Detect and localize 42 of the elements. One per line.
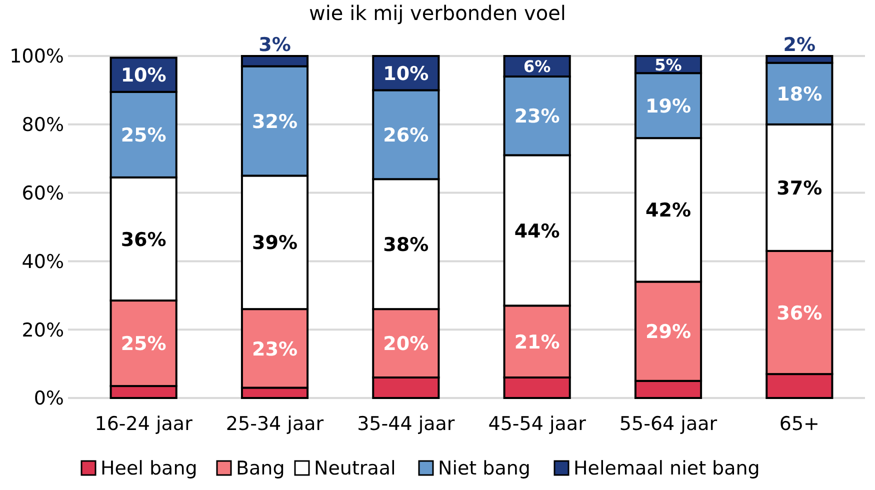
- legend-label: Helemaal niet bang: [574, 458, 760, 480]
- data-label: 42%: [646, 200, 691, 222]
- data-label: 37%: [776, 178, 822, 200]
- data-label: 38%: [383, 234, 429, 256]
- x-tick-label: 45-54 jaar: [488, 413, 586, 435]
- data-label: 25%: [120, 333, 166, 356]
- data-label: 6%: [523, 57, 551, 76]
- data-label: 25%: [120, 124, 166, 146]
- x-tick-label: 16-24 jaar: [94, 413, 193, 435]
- chart-title: wie ik mij verbonden voel: [309, 1, 566, 25]
- data-label: 18%: [776, 83, 822, 106]
- data-label: 20%: [383, 333, 429, 356]
- y-tick-label: 60%: [22, 182, 64, 204]
- data-label: 10%: [383, 62, 429, 85]
- data-label: 36%: [776, 302, 822, 324]
- data-label: 36%: [120, 228, 166, 251]
- data-label: 29%: [646, 321, 691, 344]
- y-tick-label: 0%: [34, 388, 64, 410]
- x-tick-label: 25-34 jaar: [226, 413, 324, 435]
- x-tick-label: 35-44 jaar: [357, 413, 455, 435]
- data-label: 10%: [120, 64, 166, 87]
- data-label: 39%: [252, 232, 298, 254]
- legend-label: Bang: [236, 458, 285, 480]
- data-label: 26%: [383, 124, 429, 146]
- legend-label: Neutraal: [314, 458, 396, 480]
- y-tick-label: 40%: [22, 250, 64, 273]
- legend-label: Heel bang: [100, 458, 198, 480]
- data-label: 23%: [252, 338, 298, 360]
- legend-label: Niet bang: [438, 458, 530, 480]
- data-label: 32%: [252, 110, 298, 133]
- x-tick-label: 55-64 jaar: [619, 413, 718, 435]
- data-label: 2%: [783, 34, 816, 56]
- data-label: 21%: [514, 331, 560, 354]
- data-label: 19%: [646, 95, 691, 118]
- data-label: 3%: [258, 34, 291, 56]
- data-label: 5%: [654, 55, 682, 74]
- x-tick-label: 65+: [779, 413, 820, 435]
- y-tick-label: 80%: [22, 114, 64, 136]
- y-tick-label: 20%: [22, 319, 64, 342]
- data-label: 44%: [514, 220, 560, 242]
- y-tick-label: 100%: [10, 46, 64, 68]
- data-label: 23%: [514, 106, 560, 128]
